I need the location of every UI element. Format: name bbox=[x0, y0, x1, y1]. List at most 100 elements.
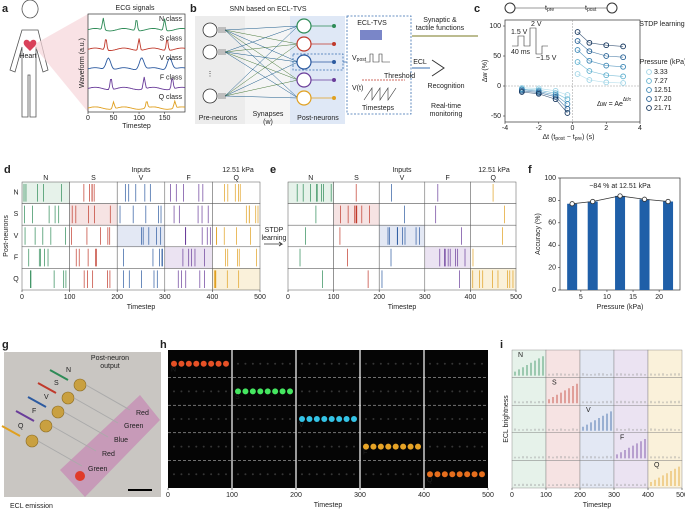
formula: Δw = AeΔt/τ bbox=[597, 97, 631, 108]
legend-label: 7.27 bbox=[654, 78, 668, 85]
x-tick-label: 500 bbox=[482, 492, 494, 499]
cell bbox=[545, 460, 581, 489]
x-tick-label: 400 bbox=[642, 492, 654, 499]
ecl-dot bbox=[338, 362, 341, 365]
ecl-dot bbox=[363, 443, 369, 450]
ecl-dot bbox=[301, 390, 303, 393]
fit-line bbox=[521, 91, 568, 114]
class-label: V bbox=[44, 394, 49, 401]
legend-label: 12.51 bbox=[654, 87, 672, 94]
pressure-label: 12.51 kPa bbox=[478, 167, 510, 174]
legend-marker bbox=[646, 78, 652, 84]
ecl-dot bbox=[353, 362, 355, 365]
ecl-dot bbox=[237, 473, 239, 476]
class-label: Q bbox=[18, 423, 24, 430]
ecl-dot bbox=[417, 473, 419, 476]
x-tick-label: 400 bbox=[207, 294, 219, 301]
legend-marker bbox=[646, 96, 652, 102]
ball bbox=[61, 391, 75, 405]
bar bbox=[615, 195, 626, 290]
pre-label: Pre-neurons bbox=[199, 115, 238, 122]
bar bbox=[587, 201, 598, 290]
ecl-dot bbox=[328, 416, 335, 422]
cell bbox=[613, 405, 649, 434]
cell bbox=[647, 377, 683, 406]
ecl-dot bbox=[409, 390, 412, 393]
column-label: S bbox=[354, 175, 359, 182]
pink-strip bbox=[60, 395, 160, 497]
synapse bbox=[224, 51, 299, 81]
legend-label: 17.20 bbox=[654, 96, 672, 103]
data-point bbox=[574, 38, 581, 44]
ecl-dot bbox=[436, 390, 439, 393]
data-point bbox=[603, 79, 610, 86]
class-label: F bbox=[620, 435, 624, 442]
x-axis-label: Timestep bbox=[122, 123, 151, 130]
x-axis-label: − t bbox=[565, 134, 575, 141]
cell bbox=[511, 377, 547, 406]
x-tick-label: 100 bbox=[540, 492, 552, 499]
class-label: F bbox=[32, 408, 36, 415]
subscript: post bbox=[555, 136, 565, 142]
ecl-dot bbox=[274, 445, 277, 448]
ecl-dot bbox=[379, 390, 382, 393]
cell bbox=[116, 268, 166, 291]
ecl-dot bbox=[409, 418, 412, 420]
synapse bbox=[224, 25, 299, 53]
recognition-label: Recognition bbox=[428, 83, 465, 90]
fit-line bbox=[521, 88, 568, 100]
ecl-dot bbox=[407, 443, 414, 450]
ecl-dot bbox=[225, 418, 227, 420]
plot-frame bbox=[87, 13, 186, 113]
device-label: ECL-TVS bbox=[357, 20, 387, 27]
marker bbox=[617, 193, 623, 199]
ecl-dot bbox=[449, 471, 456, 478]
cell bbox=[21, 203, 70, 226]
ecl-dot bbox=[217, 473, 220, 476]
y-tick-label: -50 bbox=[491, 113, 501, 120]
cell bbox=[333, 268, 380, 291]
ecl-dot bbox=[443, 362, 446, 365]
emission bbox=[75, 471, 85, 481]
y-tick-label: 20 bbox=[548, 264, 556, 271]
panel-title: Inputs bbox=[131, 167, 151, 174]
ecl-dot bbox=[473, 445, 476, 448]
x-tick-label: 200 bbox=[111, 294, 123, 301]
ecl-dot bbox=[402, 390, 405, 393]
cell bbox=[378, 181, 426, 204]
synapse bbox=[224, 29, 299, 63]
functions-label: tactile functions bbox=[416, 25, 465, 32]
ecl-dot bbox=[429, 362, 431, 365]
column-label: Q bbox=[233, 175, 239, 182]
ball bbox=[73, 378, 87, 392]
cell bbox=[287, 268, 334, 291]
cell bbox=[545, 349, 581, 378]
terminal bbox=[332, 60, 336, 64]
ecl-dot bbox=[481, 390, 483, 393]
caption: ECL emission bbox=[10, 503, 53, 510]
panel-label: f bbox=[528, 164, 532, 176]
ecl-dot bbox=[417, 418, 419, 420]
cell bbox=[613, 432, 649, 461]
inset-pulse bbox=[512, 27, 548, 55]
ecl-dot bbox=[225, 445, 227, 448]
ecl-dot bbox=[315, 390, 318, 393]
fit-line bbox=[577, 73, 624, 84]
ecl-dot bbox=[387, 362, 390, 365]
ecl-dot bbox=[402, 473, 405, 476]
panel-label: c bbox=[474, 3, 480, 15]
y-tick-label: 100 bbox=[544, 175, 556, 182]
class-label: Q bbox=[427, 477, 433, 484]
device bbox=[360, 30, 382, 40]
synapse bbox=[224, 51, 299, 63]
ecl-dot bbox=[225, 390, 227, 393]
wire bbox=[51, 425, 97, 452]
ecl-dot bbox=[195, 390, 198, 393]
x-tick-label: 300 bbox=[159, 294, 171, 301]
ecl-dot bbox=[266, 418, 269, 420]
synapse bbox=[224, 43, 299, 53]
ecl-dot bbox=[244, 362, 247, 365]
arrow-label: STDP bbox=[265, 227, 284, 234]
ecl-dot bbox=[387, 418, 390, 420]
ecl-dot bbox=[353, 473, 355, 476]
